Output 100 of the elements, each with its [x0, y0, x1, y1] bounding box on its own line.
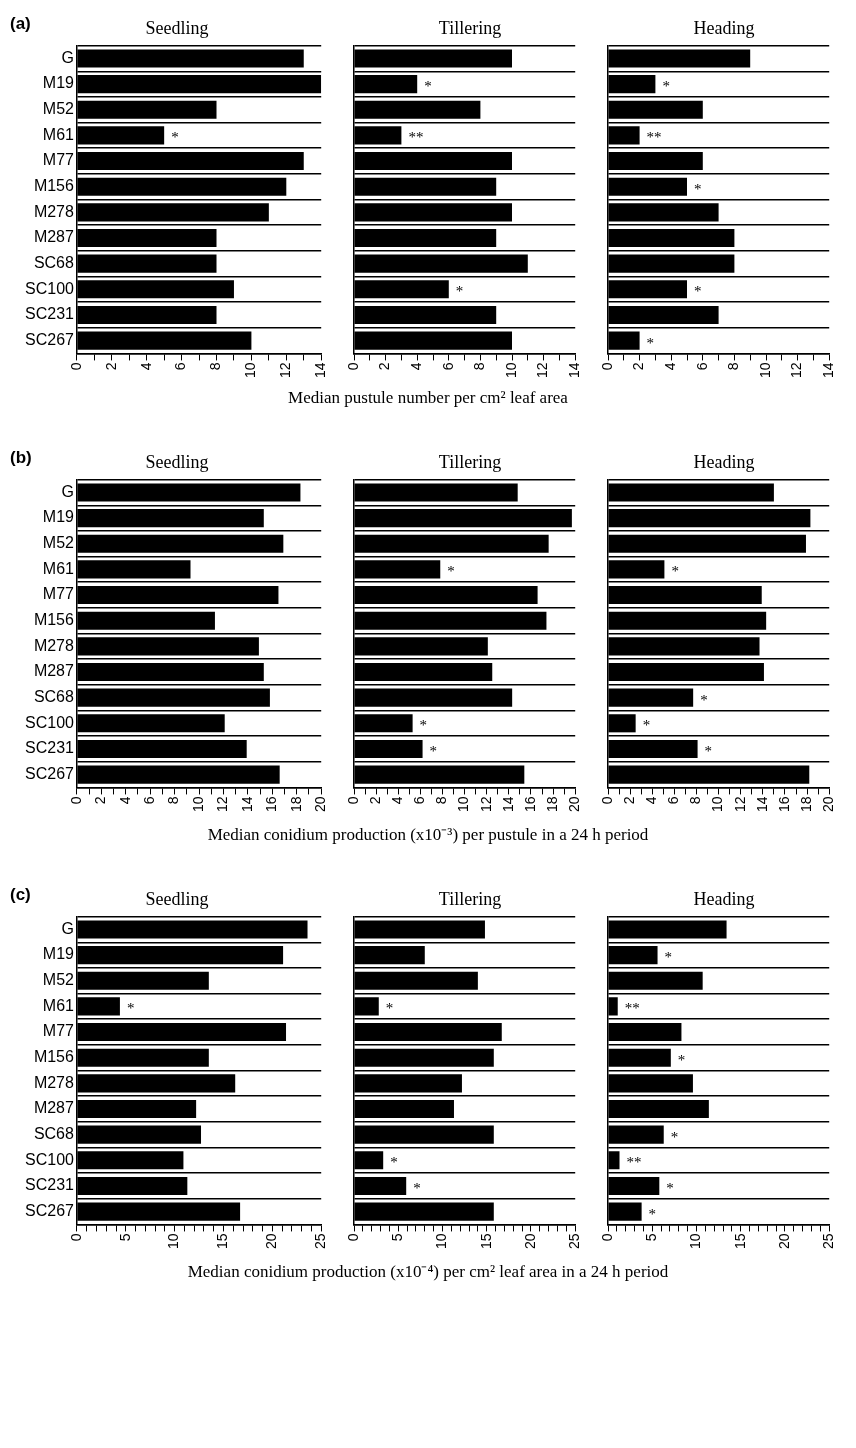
- x-tick-label: 25: [820, 1233, 837, 1250]
- x-tick-label: 4: [662, 362, 679, 371]
- x-tick-label: 6: [141, 796, 158, 805]
- x-tick-label: 12: [788, 362, 805, 379]
- annotation: *: [648, 1205, 657, 1222]
- chart-title: Tillering: [438, 888, 502, 909]
- x-tick-label: 4: [116, 796, 133, 805]
- x-tick-label: 4: [389, 796, 406, 805]
- x-tick-label: 16: [775, 796, 792, 813]
- x-tick-label: 0: [67, 1233, 84, 1242]
- x-tick-label: 10: [433, 1233, 450, 1250]
- x-tick-label: 15: [477, 1233, 494, 1250]
- x-tick-label: 2: [92, 796, 109, 805]
- x-tick-label: 15: [731, 1233, 748, 1250]
- y-tick-label: SC267: [25, 765, 75, 783]
- y-tick-label: M19: [42, 945, 75, 963]
- x-tick-label: 2: [102, 362, 119, 371]
- y-tick-label: M156: [33, 1048, 75, 1066]
- x-tick-label: 14: [820, 362, 837, 379]
- x-tick-label: 10: [165, 1233, 182, 1250]
- y-tick-label: M287: [33, 228, 75, 246]
- y-tick-label: M52: [42, 100, 75, 118]
- y-tick-label: G: [61, 482, 74, 500]
- x-tick-label: 10: [189, 796, 206, 813]
- annotation: *: [666, 1179, 674, 1196]
- y-tick-label: M52: [42, 534, 75, 552]
- annotation: *: [424, 78, 432, 95]
- annotation: *: [642, 717, 651, 734]
- annotation: **: [646, 129, 662, 146]
- y-tick-label: M19: [42, 74, 75, 92]
- x-tick-label: 0: [598, 1233, 615, 1242]
- chart-title: Tillering: [438, 451, 502, 472]
- x-tick-label: 0: [598, 362, 615, 371]
- chart-title: Heading: [693, 888, 755, 909]
- x-tick-label: 14: [312, 362, 329, 379]
- y-tick-label: SC231: [25, 1176, 75, 1194]
- x-tick-label: 8: [207, 362, 224, 371]
- y-tick-label: M19: [42, 508, 75, 526]
- x-tick-label: 12: [214, 796, 231, 813]
- y-tick-label: SC100: [25, 1150, 75, 1168]
- x-tick-label: 8: [687, 796, 704, 805]
- annotation: *: [171, 129, 179, 146]
- x-tick-label: 2: [376, 362, 393, 371]
- y-tick-label: SC267: [25, 331, 75, 349]
- x-tick-label: 20: [566, 796, 583, 813]
- x-tick-label: 8: [165, 796, 182, 805]
- annotation: *: [694, 180, 702, 197]
- y-tick-label: M156: [33, 611, 75, 629]
- x-tick-label: 0: [344, 796, 361, 805]
- x-tick-label: 16: [521, 796, 538, 813]
- x-tick-label: 5: [643, 1233, 660, 1242]
- y-tick-label: SC100: [25, 279, 75, 297]
- y-tick-label: SC68: [33, 688, 75, 706]
- annotation: **: [408, 129, 424, 146]
- x-tick-label: 20: [263, 1233, 280, 1250]
- y-tick-label: M287: [33, 662, 75, 680]
- annotation: *: [429, 742, 438, 759]
- x-tick-label: 20: [521, 1233, 538, 1250]
- x-tick-label: 12: [477, 796, 494, 813]
- y-tick-label: SC68: [33, 254, 75, 272]
- x-tick-label: 6: [439, 362, 456, 371]
- annotation: *: [700, 691, 708, 708]
- x-tick-label: 14: [753, 796, 770, 813]
- x-tick-label: 6: [411, 796, 428, 805]
- x-tick-label: 8: [433, 796, 450, 805]
- chart-title: Tillering: [438, 17, 502, 38]
- y-tick-label: SC231: [25, 305, 75, 323]
- x-tick-label: 14: [566, 362, 583, 379]
- y-tick-label: SC231: [25, 739, 75, 757]
- x-tick-label: 15: [214, 1233, 231, 1250]
- y-tick-label: SC68: [33, 1125, 75, 1143]
- x-tick-label: 4: [408, 362, 425, 371]
- x-tick-label: 0: [67, 796, 84, 805]
- x-tick-label: 18: [543, 796, 560, 813]
- y-tick-label: M77: [42, 1022, 75, 1040]
- x-tick-label: 4: [643, 796, 660, 805]
- x-tick-label: 10: [709, 796, 726, 813]
- y-tick-label: M61: [42, 559, 75, 577]
- x-tick-label: 16: [263, 796, 280, 813]
- annotation: *: [413, 1179, 421, 1196]
- y-tick-label: M77: [42, 151, 75, 169]
- x-tick-label: 14: [238, 796, 255, 813]
- x-tick-label: 2: [620, 796, 637, 805]
- y-tick-label: M77: [42, 585, 75, 603]
- x-tick-label: 12: [534, 362, 551, 379]
- x-tick-label: 8: [471, 362, 488, 371]
- x-tick-label: 10: [687, 1233, 704, 1250]
- y-tick-label: M278: [33, 1073, 75, 1091]
- y-tick-label: SC267: [25, 1202, 75, 1220]
- x-tick-label: 12: [731, 796, 748, 813]
- y-tick-label: M156: [33, 177, 75, 195]
- x-tick-label: 10: [756, 362, 773, 379]
- chart-title: Seedling: [145, 17, 209, 38]
- x-tick-label: 18: [287, 796, 304, 813]
- x-tick-label: 20: [820, 796, 837, 813]
- annotation: *: [671, 563, 679, 580]
- annotation: *: [390, 1154, 398, 1171]
- annotation: *: [126, 1000, 135, 1017]
- x-tick-label: 10: [455, 796, 472, 813]
- annotation: *: [662, 78, 670, 95]
